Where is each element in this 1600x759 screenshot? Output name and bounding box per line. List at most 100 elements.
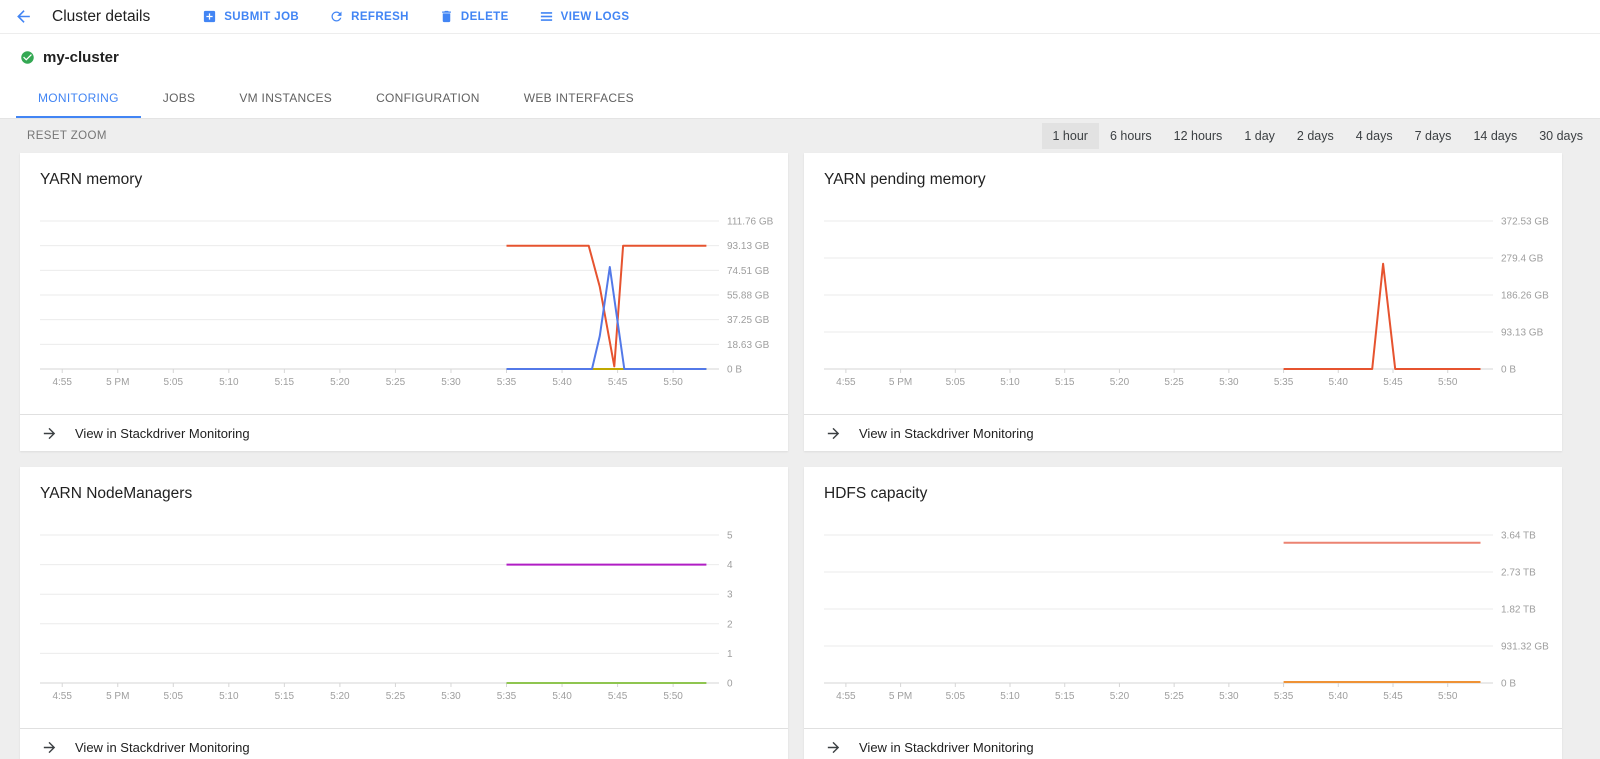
chart-title: YARN NodeManagers (40, 485, 193, 502)
trash-icon (439, 9, 454, 24)
time-range-14-days[interactable]: 14 days (1473, 129, 1518, 143)
refresh-label: REFRESH (351, 10, 409, 23)
svg-text:5:10: 5:10 (219, 691, 239, 702)
svg-text:0 B: 0 B (727, 365, 742, 376)
stackdriver-link-label: View in Stackdriver Monitoring (75, 739, 250, 755)
svg-text:5:05: 5:05 (946, 691, 966, 702)
stackdriver-link-label: View in Stackdriver Monitoring (859, 425, 1034, 441)
svg-text:5:40: 5:40 (552, 377, 572, 388)
svg-text:5:15: 5:15 (275, 691, 295, 702)
svg-text:74.51 GB: 74.51 GB (727, 266, 770, 277)
svg-text:5:45: 5:45 (608, 377, 628, 388)
add-box-icon (202, 9, 217, 24)
arrow-right-icon (41, 425, 58, 442)
svg-text:4:55: 4:55 (836, 377, 856, 388)
view-logs-button[interactable]: VIEW LOGS (539, 9, 630, 24)
tab-bar: MONITORING JOBS VM INSTANCES CONFIGURATI… (0, 81, 1600, 119)
svg-text:186.26 GB: 186.26 GB (1501, 291, 1549, 302)
svg-text:5:45: 5:45 (1383, 377, 1403, 388)
svg-text:5:15: 5:15 (1055, 691, 1075, 702)
svg-text:3.64 TB: 3.64 TB (1501, 531, 1536, 542)
svg-text:4:55: 4:55 (836, 691, 856, 702)
svg-text:5:05: 5:05 (164, 691, 184, 702)
tab-jobs[interactable]: JOBS (162, 91, 196, 105)
svg-text:5:05: 5:05 (164, 377, 184, 388)
svg-text:37.25 GB: 37.25 GB (727, 315, 770, 326)
svg-text:5:25: 5:25 (1164, 691, 1184, 702)
page-title: Cluster details (52, 7, 151, 25)
time-range-6-hours[interactable]: 6 hours (1109, 129, 1152, 143)
svg-text:5:30: 5:30 (441, 691, 461, 702)
svg-text:5:50: 5:50 (663, 691, 683, 702)
stackdriver-link-label: View in Stackdriver Monitoring (75, 425, 250, 441)
stackdriver-link-label: View in Stackdriver Monitoring (859, 739, 1034, 755)
svg-text:5:25: 5:25 (386, 377, 406, 388)
chart-toolbar: RESET ZOOM 1 hour 6 hours 12 hours 1 day… (0, 119, 1600, 153)
tab-monitoring[interactable]: MONITORING (16, 81, 141, 118)
arrow-right-icon (825, 425, 842, 442)
svg-text:93.13 GB: 93.13 GB (1501, 328, 1544, 339)
chart-title: YARN pending memory (824, 171, 986, 188)
stackdriver-link[interactable]: View in Stackdriver Monitoring (20, 414, 788, 451)
svg-text:5 PM: 5 PM (889, 377, 912, 388)
refresh-button[interactable]: REFRESH (329, 9, 409, 24)
svg-text:0 B: 0 B (1501, 679, 1516, 690)
chart-title: HDFS capacity (824, 485, 928, 502)
cluster-name: my-cluster (43, 49, 119, 66)
yarn-pending-memory-chart: 372.53 GB 279.4 GB 186.26 GB 93.13 GB 0 B 4:5… (824, 217, 1549, 388)
time-range-1-hour[interactable]: 1 hour (1041, 123, 1099, 149)
stackdriver-link[interactable]: View in Stackdriver Monitoring (20, 728, 788, 759)
reset-zoom-button[interactable]: RESET ZOOM (27, 130, 107, 142)
arrow-right-icon (825, 739, 842, 756)
svg-text:5:20: 5:20 (330, 377, 350, 388)
svg-text:5 PM: 5 PM (106, 377, 129, 388)
svg-text:5:50: 5:50 (1438, 377, 1458, 388)
svg-text:5:40: 5:40 (1329, 691, 1349, 702)
time-range-4-days[interactable]: 4 days (1355, 129, 1393, 143)
svg-text:5:25: 5:25 (386, 691, 406, 702)
svg-text:5:15: 5:15 (275, 377, 295, 388)
arrow-right-icon (41, 739, 58, 756)
back-arrow-icon[interactable] (6, 0, 40, 34)
svg-text:4: 4 (727, 560, 733, 571)
svg-text:5:20: 5:20 (1110, 691, 1130, 702)
time-range-30-days[interactable]: 30 days (1539, 129, 1583, 143)
submit-job-button[interactable]: SUBMIT JOB (202, 9, 299, 24)
svg-text:18.63 GB: 18.63 GB (727, 340, 770, 351)
delete-button[interactable]: DELETE (439, 9, 509, 24)
svg-text:3: 3 (727, 590, 733, 601)
svg-text:279.4 GB: 279.4 GB (1501, 253, 1544, 264)
svg-text:5:30: 5:30 (1219, 377, 1239, 388)
svg-text:5:20: 5:20 (330, 691, 350, 702)
header-actions: SUBMIT JOB REFRESH DELETE VIEW LOGS (202, 9, 629, 24)
delete-label: DELETE (460, 10, 509, 23)
svg-text:4:55: 4:55 (52, 691, 72, 702)
svg-text:5:35: 5:35 (497, 691, 517, 702)
svg-text:1.82 TB: 1.82 TB (1501, 605, 1536, 616)
svg-text:5:25: 5:25 (1164, 377, 1184, 388)
time-range-1-day[interactable]: 1 day (1244, 129, 1275, 143)
submit-job-label: SUBMIT JOB (224, 10, 300, 23)
yarn-pending-memory-card: YARN pending memory 372.53 GB 279.4 GB 186… (804, 153, 1562, 451)
tab-vm-instances[interactable]: VM INSTANCES (239, 91, 333, 105)
time-range-7-days[interactable]: 7 days (1414, 129, 1452, 143)
svg-text:1: 1 (727, 649, 733, 660)
tab-web-interfaces[interactable]: WEB INTERFACES (523, 91, 634, 105)
hdfs-capacity-card: HDFS capacity 3.64 TB 2.73 TB 1.82 TB 931.3… (804, 467, 1562, 759)
cluster-header: my-cluster (0, 34, 1600, 81)
tab-configuration[interactable]: CONFIGURATION (376, 91, 480, 105)
svg-text:2: 2 (727, 619, 733, 630)
svg-text:0: 0 (727, 679, 733, 690)
svg-text:111.76 GB: 111.76 GB (727, 217, 774, 228)
yarn-nodemanagers-chart: 5 4 3 2 1 0 4:55 5 PM 5:05 5:10 5:15 5:20 5:25 5:30 5:… (40, 531, 733, 702)
svg-text:5:20: 5:20 (1110, 377, 1130, 388)
svg-text:5:45: 5:45 (608, 691, 628, 702)
time-range-12-hours[interactable]: 12 hours (1173, 129, 1223, 143)
stackdriver-link[interactable]: View in Stackdriver Monitoring (804, 728, 1562, 759)
svg-text:5:10: 5:10 (1000, 377, 1020, 388)
yarn-memory-chart: 111.76 GB 93.13 GB 74.51 GB 55.88 GB 37.25 G… (40, 217, 774, 388)
stackdriver-link[interactable]: View in Stackdriver Monitoring (804, 414, 1562, 451)
svg-text:5:15: 5:15 (1055, 377, 1075, 388)
time-range-2-days[interactable]: 2 days (1296, 129, 1334, 143)
svg-text:5:10: 5:10 (219, 377, 239, 388)
